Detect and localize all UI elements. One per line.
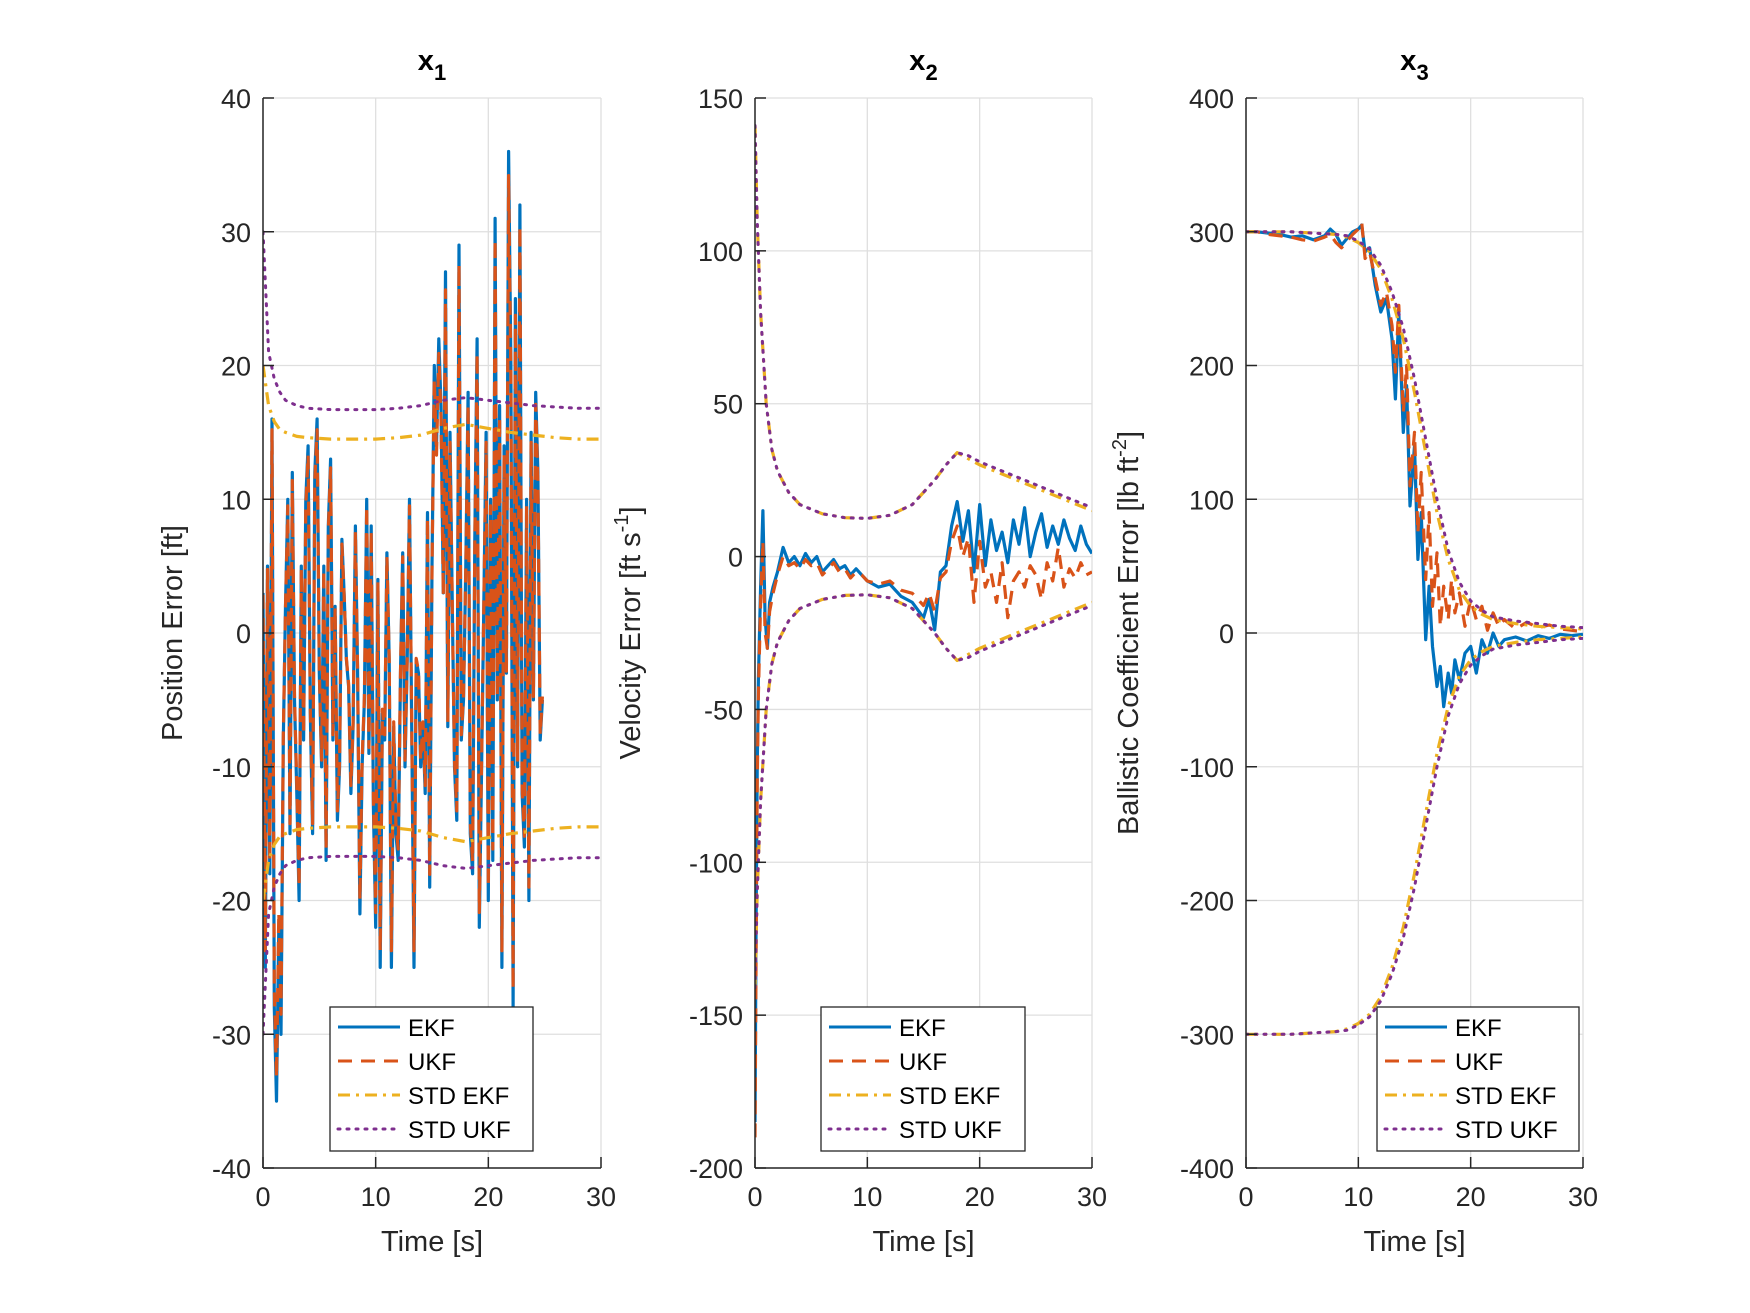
legend-label: UKF — [1455, 1049, 1503, 1076]
plot-area — [755, 98, 1092, 1168]
y-tick-label: 200 — [1189, 352, 1234, 382]
y-tick-label: 20 — [221, 352, 251, 382]
series-std-ukf — [1246, 230, 1583, 630]
subplot-title: x3 — [1400, 45, 1428, 85]
grid — [1245, 97, 1584, 1169]
x-axis-label: Time [s] — [872, 1226, 974, 1258]
x-tick-label: 30 — [586, 1182, 616, 1212]
series-std-ukf-lower — [1246, 636, 1583, 1036]
series-ukf — [755, 524, 1092, 1138]
x-tick-label: 10 — [852, 1182, 882, 1212]
legend: EKF UKF STD EKF STD UKF — [329, 1006, 534, 1152]
plot-lines — [263, 149, 601, 1103]
legend-label: EKF — [408, 1015, 455, 1042]
y-tick-label: 10 — [221, 485, 251, 515]
y-tick-label: -100 — [689, 848, 743, 878]
y-tick-label: -10 — [212, 753, 251, 783]
y-tick-label: -150 — [689, 1001, 743, 1031]
subplot-title: x2 — [909, 45, 937, 85]
y-tick-label: 100 — [698, 237, 743, 267]
legend: EKF UKF STD EKF STD UKF — [820, 1006, 1026, 1152]
legend-label: UKF — [899, 1049, 947, 1076]
y-axis-label: Velocity Error [ft s-1] — [611, 506, 647, 759]
series-std-ukf-lower — [755, 593, 1092, 990]
y-axis-label: Ballistic Coefficient Error [lb ft-2] — [1109, 431, 1145, 835]
x-tick-label: 30 — [1077, 1182, 1107, 1212]
subplot-x2: 0 10 20 30 -200 -150 -100 -50 0 50 100 150 Time [s] V… — [611, 45, 1107, 1258]
y-tick-label: 30 — [221, 218, 251, 248]
legend-label: UKF — [408, 1049, 456, 1076]
x-tick-label: 10 — [361, 1182, 391, 1212]
legend-box — [820, 1006, 1026, 1152]
plot-lines — [1246, 220, 1583, 1036]
legend-label: STD EKF — [408, 1083, 509, 1110]
y-tick-label: -50 — [704, 695, 743, 725]
legend-label: EKF — [899, 1015, 946, 1042]
plot-lines — [755, 124, 1092, 1138]
y-tick-label: -40 — [212, 1154, 251, 1184]
y-tick-label: 0 — [1219, 619, 1234, 649]
y-tick-label: 0 — [236, 619, 251, 649]
subplot-title: x1 — [418, 45, 446, 85]
legend: EKF UKF STD EKF STD UKF — [1376, 1006, 1580, 1152]
legend-label: STD EKF — [1455, 1083, 1556, 1110]
y-axis-label: Position Error [ft] — [157, 525, 189, 741]
x-tick-label: 20 — [965, 1182, 995, 1212]
y-tick-label: 0 — [728, 543, 743, 573]
y-tick-label: 150 — [698, 84, 743, 114]
y-tick-label: -300 — [1180, 1020, 1234, 1050]
y-tick-label: 40 — [221, 84, 251, 114]
x-tick-label: 0 — [1238, 1182, 1253, 1212]
y-tick-label: -20 — [212, 887, 251, 917]
y-tick-label: -30 — [212, 1020, 251, 1050]
x-axis-label: Time [s] — [381, 1226, 483, 1258]
x-tick-label: 30 — [1568, 1182, 1598, 1212]
series-std-ukf — [263, 230, 601, 412]
y-tick-label: -200 — [1180, 887, 1234, 917]
y-tick-label: 400 — [1189, 84, 1234, 114]
legend-label: STD UKF — [1455, 1117, 1558, 1144]
y-tick-label: -100 — [1180, 753, 1234, 783]
legend-box — [1376, 1006, 1580, 1152]
series-std-ukf-lower — [263, 854, 601, 1036]
x-tick-label: 20 — [1456, 1182, 1486, 1212]
series-ukf — [1246, 220, 1583, 634]
legend-label: STD EKF — [899, 1083, 1000, 1110]
x-tick-label: 0 — [255, 1182, 270, 1212]
legend-box — [329, 1006, 534, 1152]
series-std-ukf — [755, 124, 1092, 520]
legend-label: EKF — [1455, 1015, 1502, 1042]
y-tick-label: 100 — [1189, 485, 1234, 515]
x-tick-label: 10 — [1343, 1182, 1373, 1212]
y-tick-label: 50 — [713, 390, 743, 420]
subplot-x1: 0 10 20 30 -40 -30 -20 -10 0 10 20 30 40 Time [s] Posi… — [157, 45, 616, 1258]
legend-label: STD UKF — [408, 1117, 511, 1144]
y-tick-label: 300 — [1189, 218, 1234, 248]
y-tick-label: -400 — [1180, 1154, 1234, 1184]
x-axis-label: Time [s] — [1363, 1226, 1465, 1258]
x-tick-label: 20 — [473, 1182, 503, 1212]
y-tick-label: -200 — [689, 1154, 743, 1184]
series-ukf — [263, 174, 544, 1080]
subplot-x3: 0 10 20 30 -400 -300 -200 -100 0 100 200 300 400 Time… — [1109, 45, 1598, 1258]
legend-label: STD UKF — [899, 1117, 1002, 1144]
x-tick-label: 0 — [747, 1182, 762, 1212]
